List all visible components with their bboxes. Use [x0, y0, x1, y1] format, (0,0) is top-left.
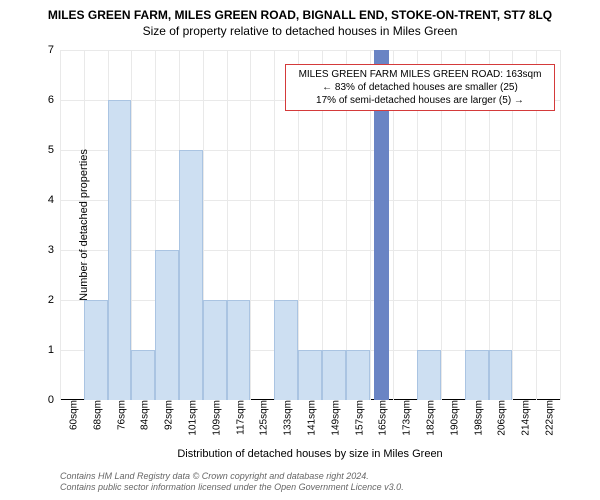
annotation-box: MILES GREEN FARM MILES GREEN ROAD: 163sq…	[285, 64, 555, 111]
gridline-v	[60, 50, 61, 400]
bar	[131, 350, 155, 400]
x-tick-label: 182sqm	[422, 400, 437, 436]
gridline-h	[60, 250, 560, 251]
x-tick-label: 68sqm	[88, 400, 103, 430]
x-tick-label: 198sqm	[469, 400, 484, 436]
bar	[465, 350, 489, 400]
bar	[179, 150, 203, 400]
footer-line: Contains HM Land Registry data © Crown c…	[60, 471, 404, 483]
bar	[417, 350, 441, 400]
x-tick-label: 214sqm	[517, 400, 532, 436]
x-tick-label: 125sqm	[255, 400, 270, 436]
y-tick-label: 0	[48, 394, 60, 406]
bar	[108, 100, 132, 400]
footer-line: Contains public sector information licen…	[60, 482, 404, 494]
footer: Contains HM Land Registry data © Crown c…	[60, 471, 404, 494]
x-tick-label: 157sqm	[350, 400, 365, 436]
x-tick-label: 141sqm	[303, 400, 318, 436]
annotation-line: ← 83% of detached houses are smaller (25…	[292, 81, 548, 94]
bar	[298, 350, 322, 400]
bar	[489, 350, 513, 400]
gridline-v	[560, 50, 561, 400]
x-tick-label: 222sqm	[541, 400, 556, 436]
bar	[227, 300, 251, 400]
y-axis-label: Number of detached properties	[78, 149, 90, 301]
x-tick-label: 149sqm	[326, 400, 341, 436]
gridline-h	[60, 200, 560, 201]
gridline-v	[131, 50, 132, 400]
gridline-v	[250, 50, 251, 400]
y-tick-label: 2	[48, 294, 60, 306]
annotation-line: 17% of semi-detached houses are larger (…	[292, 94, 548, 107]
bar	[155, 250, 179, 400]
x-tick-label: 117sqm	[231, 400, 246, 435]
x-axis-label: Distribution of detached houses by size …	[177, 448, 442, 460]
gridline-h	[60, 150, 560, 151]
x-tick-label: 92sqm	[160, 400, 175, 430]
gridline-h	[60, 50, 560, 51]
x-tick-label: 190sqm	[445, 400, 460, 436]
x-tick-label: 101sqm	[183, 400, 198, 436]
bar	[203, 300, 227, 400]
y-tick-label: 4	[48, 194, 60, 206]
bar	[274, 300, 298, 400]
page-root: MILES GREEN FARM, MILES GREEN ROAD, BIGN…	[0, 0, 600, 500]
x-tick-label: 84sqm	[136, 400, 151, 430]
gridline-h	[60, 300, 560, 301]
x-tick-label: 133sqm	[279, 400, 294, 436]
y-tick-label: 1	[48, 344, 60, 356]
bar	[346, 350, 370, 400]
x-tick-label: 206sqm	[493, 400, 508, 436]
annotation-line: MILES GREEN FARM MILES GREEN ROAD: 163sq…	[292, 68, 548, 81]
y-tick-label: 5	[48, 144, 60, 156]
x-tick-label: 165sqm	[374, 400, 389, 436]
page-title: MILES GREEN FARM, MILES GREEN ROAD, BIGN…	[0, 0, 600, 22]
bar	[322, 350, 346, 400]
page-subtitle: Size of property relative to detached ho…	[0, 22, 600, 38]
y-tick-label: 6	[48, 94, 60, 106]
x-tick-label: 109sqm	[207, 400, 222, 436]
y-tick-label: 3	[48, 244, 60, 256]
bar	[84, 300, 108, 400]
x-tick-label: 173sqm	[398, 400, 413, 436]
x-tick-label: 60sqm	[64, 400, 79, 430]
chart-area: 0123456760sqm68sqm76sqm84sqm92sqm101sqm1…	[60, 50, 560, 400]
y-tick-label: 7	[48, 44, 60, 56]
x-tick-label: 76sqm	[112, 400, 127, 430]
